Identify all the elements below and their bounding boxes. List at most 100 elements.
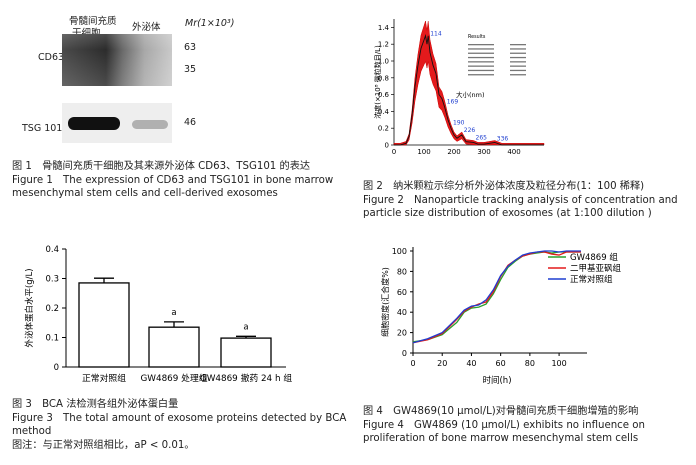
caption-en-2: proliferation of bone marrow mesenchymal… — [363, 433, 639, 444]
lane-header-2: 外泌体 — [132, 22, 161, 33]
legend-label: 二甲基亚砜组 — [570, 263, 622, 274]
inset-row-label — [468, 74, 494, 76]
peak-label: 114 — [430, 30, 442, 37]
y-tick-label: 0 — [385, 142, 389, 150]
cd63-label: CD63 — [38, 52, 65, 63]
y-tick-label: 1.0 — [378, 58, 389, 66]
inset-title: Results — [468, 34, 486, 40]
caption-en-2: particle size distribution of exosomes (… — [363, 208, 652, 219]
y-tick-label: 60 — [397, 288, 407, 297]
inset-row-label — [468, 61, 494, 63]
tsg101-label: TSG 101 — [22, 123, 63, 134]
series-line — [412, 251, 581, 344]
inset-row-value — [510, 69, 526, 72]
significance-mark: a — [243, 322, 248, 332]
y-tick-label: 0.8 — [378, 74, 389, 82]
line-chart: 0 20 40 60 80 100 0 20 40 60 80 100 时间(h) 细胞密度(汇合度%) G… — [380, 247, 622, 386]
bar — [220, 337, 272, 368]
bar — [148, 326, 200, 368]
y-tick-label: 0.1 — [45, 334, 59, 344]
inset-row-value — [510, 56, 526, 59]
inset-row-label — [468, 69, 494, 72]
bar — [78, 282, 130, 368]
tsg101-blot — [62, 103, 172, 143]
x-tick-label: 400 — [507, 148, 520, 156]
y-axis-label: 浓度(×10⁸ 微粒数目/L) — [373, 45, 382, 119]
inset-row-label — [468, 52, 494, 54]
y-tick-label: 40 — [397, 308, 407, 317]
caption-en-1: Figure 1 The expression of CD63 and TSG1… — [12, 174, 334, 186]
inset-row-label — [468, 48, 494, 50]
marker-63: 63 — [184, 42, 197, 53]
caption-note: 图注：与正常对照组相比，aP < 0.01。 — [12, 439, 195, 451]
figure-3-caption: 图 3 BCA 法检测各组外泌体蛋白量 Figure 3 The total a… — [12, 398, 346, 452]
peak-label: 190 — [453, 120, 465, 127]
caption-en-2: method — [12, 426, 52, 437]
nta-plot: 0 0.2 0.4 0.6 0.8 1.0 1.2 1.4 0 100 200 300 400 大小(nm… — [373, 19, 545, 156]
peak-label: 265 — [476, 135, 488, 142]
x-tick-label: 0 — [392, 148, 396, 156]
category-label: GW4869 处理组 — [140, 372, 207, 384]
x-tick-label: 80 — [525, 359, 535, 368]
lane-header-1b: 干细胞 — [72, 25, 101, 39]
inset-row-value — [510, 48, 526, 50]
inset-row-label — [468, 56, 494, 59]
peak-label: 169 — [447, 99, 459, 106]
x-tick-label: 60 — [496, 359, 506, 368]
concentration-line — [394, 34, 544, 146]
caption-zh: 图 3 BCA 法检测各组外泌体蛋白量 — [12, 399, 179, 410]
x-tick-label: 0 — [410, 359, 415, 368]
legend-label: GW4869 组 — [570, 252, 618, 263]
caption-zh: 图 4 GW4869(10 μmol/L)对骨髓间充质干细胞增殖的影响 — [363, 406, 639, 417]
mr-label: Mr(1×10³) — [185, 18, 235, 29]
x-axis-label: 大小(nm) — [456, 90, 485, 99]
marker-35: 35 — [184, 64, 197, 75]
y-tick-label: 0.6 — [378, 91, 390, 99]
category-label: 正常对照组 — [82, 372, 126, 384]
y-tick-label: 0 — [54, 363, 59, 373]
inset-row-value — [510, 61, 526, 63]
y-tick-label: 1.4 — [378, 24, 390, 32]
series-line — [412, 251, 581, 343]
caption-en-1: Figure 2 Nanoparticle tracking analysis … — [363, 194, 678, 206]
significance-mark: a — [171, 308, 176, 318]
peak-label: 336 — [497, 135, 509, 142]
y-tick-label: 80 — [397, 267, 407, 276]
category-label: GW4869 撤药 24 h 组 — [200, 372, 292, 384]
inset-row-value — [510, 74, 526, 76]
caption-zh: 图 1 骨髓间充质干细胞及其来源外泌体 CD63、TSG101 的表达 — [12, 161, 311, 172]
y-tick-label: 0.2 — [378, 125, 389, 133]
y-tick-label: 1.2 — [378, 41, 389, 49]
y-tick-label: 100 — [392, 247, 407, 256]
x-tick-label: 40 — [466, 359, 476, 368]
peak-label: 226 — [464, 127, 476, 134]
y-tick-label: 0.2 — [45, 304, 59, 314]
y-tick-label: 20 — [397, 329, 407, 338]
inset-row-label — [468, 44, 494, 46]
legend-label: 正常对照组 — [570, 274, 613, 285]
cd63-blot — [62, 34, 172, 86]
x-tick-label: 200 — [447, 148, 460, 156]
inset-row-value — [510, 52, 526, 54]
inset-row-label — [468, 65, 494, 67]
y-axis-label: 外泌体蛋白水平(g/L) — [24, 268, 35, 347]
x-tick-label: 100 — [551, 359, 566, 368]
y-tick-label: 0.4 — [378, 108, 390, 116]
figure-4-caption: 图 4 GW4869(10 μmol/L)对骨髓间充质干细胞增殖的影响 Figu… — [363, 405, 645, 446]
y-axis-label: 细胞密度(汇合度%) — [380, 267, 390, 337]
x-tick-label: 300 — [477, 148, 490, 156]
y-tick-label: 0.3 — [45, 275, 59, 285]
caption-zh: 图 2 纳米颗粒示综分析外泌体浓度及粒径分布(1：100 稀释) — [363, 181, 645, 192]
y-tick-label: 0.4 — [45, 245, 59, 255]
marker-46: 46 — [184, 117, 197, 128]
figure-1-caption: 图 1 骨髓间充质干细胞及其来源外泌体 CD63、TSG101 的表达 Figu… — [12, 160, 333, 201]
lane-header-1a: 骨髓间充质 — [69, 16, 117, 27]
x-axis-label: 时间(h) — [482, 375, 511, 386]
figure-2-caption: 图 2 纳米颗粒示综分析外泌体浓度及粒径分布(1：100 稀释) Figure … — [363, 180, 678, 221]
y-tick-label: 0 — [402, 349, 407, 358]
inset-row-value — [510, 65, 526, 67]
bar-chart: 0 0.1 0.2 0.3 0.4 外泌体蛋白水平(g/L) 正常对照组 a GW4869 处理… — [24, 245, 292, 384]
series-line — [412, 250, 581, 344]
caption-en-1: Figure 4 GW4869 (10 μmol/L) exhibits no … — [363, 419, 645, 431]
caption-en-2: mesenchymal stem cells and cell-derived … — [12, 188, 278, 199]
